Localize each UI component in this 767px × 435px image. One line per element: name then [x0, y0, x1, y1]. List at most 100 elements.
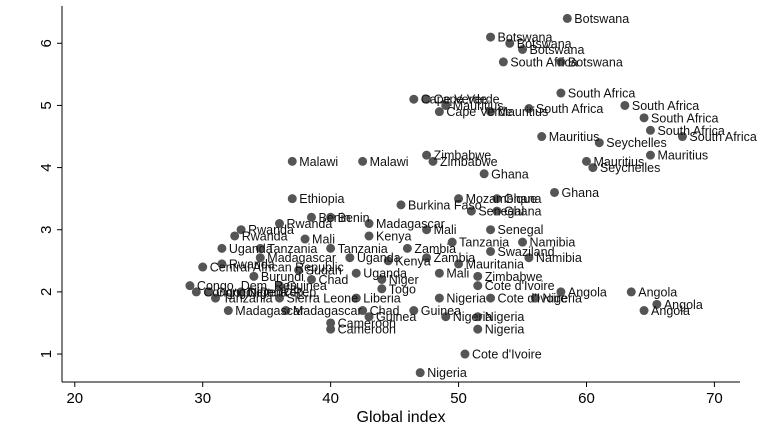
data-point — [211, 293, 221, 303]
data-point — [626, 287, 636, 297]
data-point — [422, 94, 432, 104]
data-point — [562, 13, 572, 23]
data-point — [255, 253, 265, 263]
data-point — [217, 259, 227, 269]
y-tick-label: 6 — [38, 39, 55, 47]
point-label: Malawi — [299, 155, 338, 169]
data-point — [447, 237, 457, 247]
data-point — [326, 243, 336, 253]
data-point — [620, 100, 630, 110]
point-label: Swaziland — [498, 245, 555, 259]
point-label: Seychelles — [600, 161, 660, 175]
data-point — [274, 219, 284, 229]
point-label: Kenya — [395, 254, 430, 268]
data-point — [364, 231, 374, 241]
point-label: Mauritius — [593, 155, 644, 169]
data-point — [422, 253, 432, 263]
point-label: Cote d'Ivoire — [498, 292, 568, 306]
point-label: Botswana — [498, 31, 553, 45]
point-label: Guinea — [421, 304, 461, 318]
point-label: South Africa — [510, 55, 577, 69]
point-label: Nigeria — [446, 292, 486, 306]
point-label: Guinea — [376, 310, 416, 324]
data-point — [479, 169, 489, 179]
point-label: Botswana — [568, 55, 623, 69]
y-tick-label: 3 — [38, 226, 55, 234]
data-point — [537, 132, 547, 142]
data-point — [281, 306, 291, 316]
data-point — [364, 312, 374, 322]
data-point — [217, 243, 227, 253]
point-label: South Africa — [689, 130, 756, 144]
data-point — [230, 231, 240, 241]
point-label: Rwanda — [248, 223, 294, 237]
point-label: Rwanda — [286, 217, 332, 231]
y-tick-label: 2 — [38, 288, 55, 296]
data-point — [466, 206, 476, 216]
point-label: Nigeria — [485, 323, 525, 337]
y-axis-ticks: 1 2 3 4 5 6 — [38, 39, 62, 358]
point-label: Uganda — [363, 267, 407, 281]
data-point — [550, 187, 560, 197]
data-point — [556, 57, 566, 67]
point-label: South Africa — [568, 87, 635, 101]
data-point — [473, 271, 483, 281]
data-point — [473, 281, 483, 291]
point-label: Namibia — [530, 236, 576, 250]
point-label: Madagascar — [376, 217, 445, 231]
point-label: Tanzania — [223, 292, 273, 306]
data-point — [422, 225, 432, 235]
point-label: Cote d'Ivoire — [485, 279, 555, 293]
data-point — [454, 259, 464, 269]
data-point — [287, 194, 297, 204]
point-label: Ethiopia — [299, 192, 344, 206]
data-point — [255, 243, 265, 253]
point-label: Mauritius — [453, 99, 504, 113]
point-label: Guinea — [286, 279, 326, 293]
point-label: Madagascar — [293, 304, 362, 318]
data-point — [396, 200, 406, 210]
point-label: South Africa — [536, 102, 603, 116]
x-tick-label: 20 — [66, 390, 83, 407]
point-label: Liberia — [363, 292, 401, 306]
data-point — [422, 150, 432, 160]
data-point — [518, 237, 528, 247]
data-point — [588, 163, 598, 173]
point-label: Cape Verde — [421, 93, 487, 107]
data-point — [358, 156, 368, 166]
point-label: Angola — [568, 285, 607, 299]
data-point — [486, 32, 496, 42]
point-label: Chad — [370, 304, 400, 318]
data-point — [645, 150, 655, 160]
data-point — [645, 125, 655, 135]
point-label: Ghana — [504, 192, 542, 206]
point-label: Angola — [651, 304, 690, 318]
data-point — [198, 262, 208, 272]
point-label: Congo, Dem. Rep. — [216, 285, 320, 299]
data-point — [345, 253, 355, 263]
point-label: Seychelles — [606, 136, 666, 150]
point-label: Mauritius — [549, 130, 600, 144]
data-point — [236, 287, 246, 297]
point-label: Cameroon — [338, 316, 396, 330]
x-axis-title: Global index — [357, 409, 446, 426]
data-point — [486, 293, 496, 303]
data-point — [377, 284, 387, 294]
data-point — [441, 100, 451, 110]
data-point — [473, 324, 483, 334]
point-label: Togo — [389, 282, 416, 296]
x-axis-ticks: 20 30 40 50 60 70 — [66, 382, 723, 407]
data-point — [191, 287, 201, 297]
point-label: Tanzania — [459, 236, 509, 250]
point-label: South Africa — [657, 124, 724, 138]
point-label: Botswana — [574, 12, 629, 26]
point-label: Zimbabwe — [485, 270, 543, 284]
point-label: Rwanda — [242, 229, 288, 243]
data-point — [415, 368, 425, 378]
point-label: Mali — [312, 233, 335, 247]
point-label: Angola — [638, 285, 677, 299]
point-label: Botswana — [530, 43, 585, 57]
data-point — [274, 293, 284, 303]
point-label: Tanzania — [267, 242, 317, 256]
